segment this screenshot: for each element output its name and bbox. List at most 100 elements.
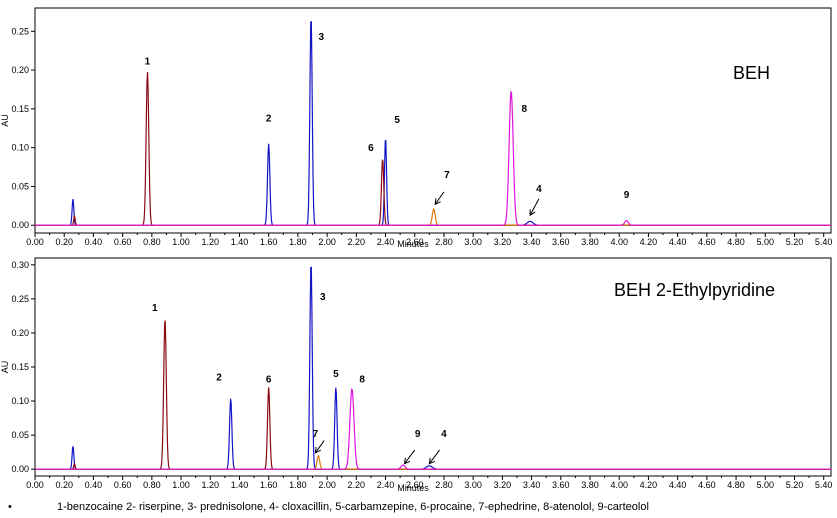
bottom-x-tick-label: 1.20	[202, 480, 220, 490]
bottom-x-tick-label: 1.40	[231, 480, 249, 490]
top-x-tick-label: 5.40	[815, 237, 833, 247]
top-peak-label-9: 9	[624, 190, 630, 201]
top-y-axis-label: AU	[0, 114, 10, 127]
caption-text: 1-benzocaine 2- riserpine, 3- prednisolo…	[57, 501, 649, 513]
bottom-annotation-arrow	[404, 449, 416, 465]
bottom-peak-label-5: 5	[333, 369, 339, 380]
bottom-x-tick-label: 4.80	[727, 480, 745, 490]
caption-bullet: •	[8, 501, 12, 513]
top-x-tick-label: 4.80	[727, 237, 745, 247]
top-x-tick-label: 3.80	[581, 237, 599, 247]
bottom-x-axis-label: Minutes	[397, 483, 429, 493]
top-x-tick-label: 1.80	[289, 237, 307, 247]
top-x-tick-label: 4.20	[640, 237, 658, 247]
bottom-x-tick-label: 0.80	[143, 480, 161, 490]
bottom-x-tick-label: 4.40	[669, 480, 687, 490]
compound-legend: • 1-benzocaine 2- riserpine, 3- predniso…	[0, 500, 837, 518]
bottom-x-tick-label: 1.80	[289, 480, 307, 490]
top-x-tick-label: 5.00	[757, 237, 775, 247]
bottom-series-1-trace	[35, 320, 831, 470]
top-peak-label-5: 5	[394, 115, 400, 126]
top-peak-label-7: 7	[444, 170, 450, 181]
top-x-tick-label: 1.60	[260, 237, 278, 247]
top-x-tick-label: 2.20	[348, 237, 366, 247]
bottom-y-tick-label: 0.25	[11, 294, 29, 304]
bottom-peak-label-7: 7	[313, 429, 319, 440]
bottom-x-tick-label: 4.20	[640, 480, 658, 490]
top-x-tick-label: 2.80	[435, 237, 453, 247]
bottom-peak-label-2: 2	[216, 373, 222, 384]
bottom-annotation-arrowhead	[403, 457, 411, 465]
bottom-y-tick-label: 0.30	[11, 260, 29, 270]
bottom-x-tick-label: 4.00	[610, 480, 628, 490]
top-x-tick-label: 0.00	[26, 237, 44, 247]
bottom-x-tick-label: 2.20	[348, 480, 366, 490]
bottom-x-tick-label: 5.40	[815, 480, 833, 490]
top-annotation-arrow	[529, 198, 540, 216]
bottom-peak-label-9: 9	[415, 429, 421, 440]
top-annotation-arrowhead	[529, 209, 536, 217]
top-peak-label-8: 8	[522, 104, 528, 115]
bottom-x-tick-label: 0.60	[114, 480, 132, 490]
bottom-peak-label-3: 3	[320, 292, 326, 303]
bottom-x-tick-label: 3.80	[581, 480, 599, 490]
bottom-x-tick-label: 2.60	[406, 480, 424, 490]
top-series-2-trace	[35, 207, 831, 226]
bottom-peak-label-1: 1	[152, 303, 158, 314]
bottom-peak-label-6: 6	[266, 375, 272, 386]
bottom-peak-label-4: 4	[441, 429, 447, 440]
top-series-3-trace	[35, 90, 831, 226]
top-x-tick-label: 2.00	[318, 237, 336, 247]
bottom-series-3-trace	[35, 388, 831, 470]
top-x-tick-label: 3.40	[523, 237, 541, 247]
top-panel-title: BEH	[733, 63, 770, 83]
top-x-tick-label: 1.20	[202, 237, 220, 247]
bottom-x-tick-label: 1.60	[260, 480, 278, 490]
bottom-annotation-arrow	[428, 449, 440, 465]
top-x-tick-label: 0.60	[114, 237, 132, 247]
bottom-x-tick-label: 4.60	[698, 480, 716, 490]
top-x-tick-label: 0.20	[55, 237, 73, 247]
top-series-0-trace	[35, 20, 831, 226]
bottom-x-tick-label: 2.00	[318, 480, 336, 490]
top-y-tick-label: 0.15	[11, 104, 29, 114]
top-annotation-arrow	[434, 191, 445, 205]
top-series-1-trace	[35, 72, 831, 226]
top-peak-label-3: 3	[318, 32, 324, 43]
top-plot-frame	[34, 7, 832, 234]
top-peak-label-2: 2	[266, 113, 272, 124]
bottom-annotation-arrow	[315, 440, 325, 454]
top-x-axis-label: Minutes	[397, 239, 429, 249]
bottom-x-tick-label: 2.40	[377, 480, 395, 490]
top-y-tick-label: 0.25	[11, 26, 29, 36]
bottom-x-tick-label: 3.00	[464, 480, 482, 490]
top-panel: 0.00 0.20 0.40 0.60 0.80 1.00 1.20 1.40 1.60 1.80…	[0, 7, 833, 249]
bottom-peak-label-8: 8	[359, 375, 365, 386]
bottom-x-tick-label: 0.00	[26, 480, 44, 490]
bottom-x-tick-label: 5.00	[757, 480, 775, 490]
bottom-x-tick-label: 1.00	[172, 480, 190, 490]
bottom-x-tick-label: 0.20	[55, 480, 73, 490]
bottom-x-tick-label: 3.20	[494, 480, 512, 490]
top-x-tick-label: 4.40	[669, 237, 687, 247]
bottom-y-tick-label: 0.00	[11, 464, 29, 474]
top-y-tick-label: 0.05	[11, 181, 29, 191]
bottom-x-tick-label: 3.60	[552, 480, 570, 490]
top-x-tick-label: 5.20	[786, 237, 804, 247]
bottom-y-axis-label: AU	[0, 361, 10, 374]
bottom-x-tick-label: 5.20	[786, 480, 804, 490]
top-x-tick-label: 1.00	[172, 237, 190, 247]
top-x-tick-label: 3.60	[552, 237, 570, 247]
top-x-tick-label: 3.00	[464, 237, 482, 247]
bottom-x-tick-label: 0.40	[85, 480, 103, 490]
bottom-x-tick-label: 3.40	[523, 480, 541, 490]
bottom-y-tick-label: 0.05	[11, 430, 29, 440]
top-y-tick-label: 0.20	[11, 65, 29, 75]
top-x-tick-label: 2.40	[377, 237, 395, 247]
bottom-x-tick-label: 2.80	[435, 480, 453, 490]
bottom-panel-title: BEH 2-Ethylpyridine	[614, 280, 775, 300]
top-y-tick-label: 0.10	[11, 143, 29, 153]
top-peak-label-1: 1	[145, 57, 151, 68]
top-x-tick-label: 3.20	[494, 237, 512, 247]
bottom-y-tick-label: 0.10	[11, 396, 29, 406]
